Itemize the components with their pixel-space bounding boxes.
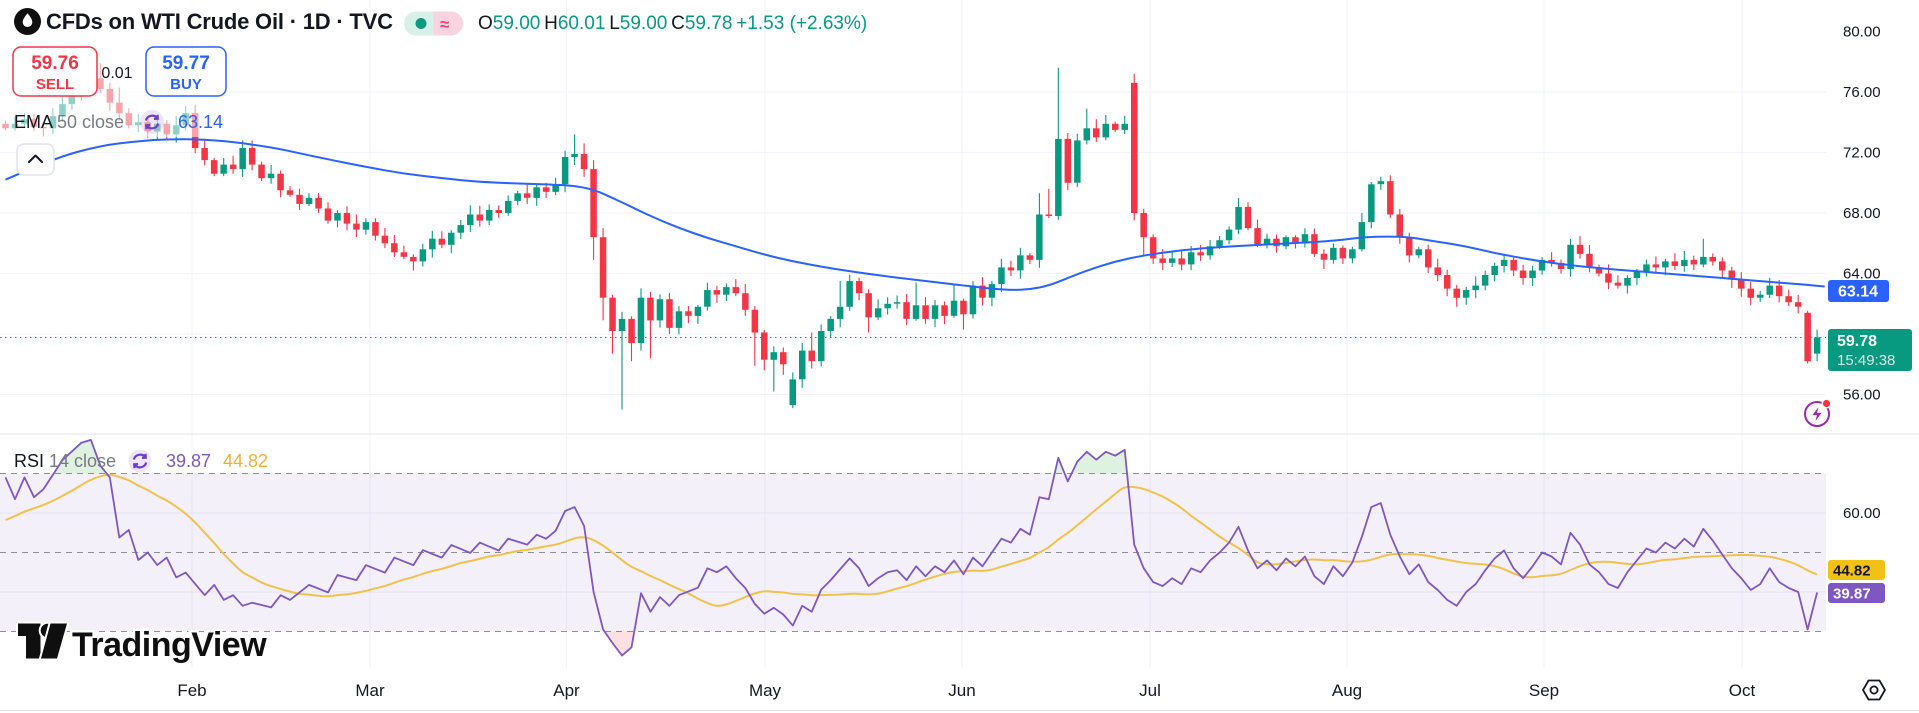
- svg-text:O59.00 H60.01 L59.00 C59.78 +1: O59.00 H60.01 L59.00 C59.78 +1.53 (+2.63…: [478, 13, 867, 34]
- svg-text:56.00: 56.00: [1843, 387, 1881, 404]
- svg-text:Apr: Apr: [553, 681, 580, 700]
- svg-text:Jul: Jul: [1139, 681, 1161, 700]
- svg-text:≈: ≈: [440, 15, 449, 34]
- svg-text:EMA 50 close: EMA 50 close: [14, 112, 124, 132]
- svg-text:59.76: 59.76: [31, 53, 79, 74]
- svg-text:SELL: SELL: [36, 76, 74, 93]
- svg-text:Mar: Mar: [355, 681, 385, 700]
- svg-text:39.87: 39.87: [166, 451, 211, 471]
- svg-text:RSI 14 close: RSI 14 close: [14, 451, 116, 471]
- svg-text:TradingView: TradingView: [72, 626, 267, 664]
- svg-text:44.82: 44.82: [1833, 563, 1871, 580]
- svg-text:CFDs on WTI Crude Oil · 1D · T: CFDs on WTI Crude Oil · 1D · TVC: [46, 9, 393, 34]
- svg-text:72.00: 72.00: [1843, 145, 1881, 162]
- svg-text:76.00: 76.00: [1843, 84, 1881, 101]
- svg-text:64.00: 64.00: [1843, 266, 1881, 283]
- svg-text:Feb: Feb: [177, 681, 206, 700]
- svg-text:60.00: 60.00: [1843, 505, 1881, 522]
- svg-text:63.14: 63.14: [1838, 284, 1878, 301]
- svg-text:0.01: 0.01: [101, 65, 132, 82]
- svg-text:BUY: BUY: [170, 76, 202, 93]
- svg-text:59.77: 59.77: [162, 53, 210, 74]
- svg-text:May: May: [749, 681, 782, 700]
- svg-text:Aug: Aug: [1332, 681, 1362, 700]
- svg-text:15:49:38: 15:49:38: [1837, 352, 1895, 369]
- svg-text:63.14: 63.14: [178, 112, 223, 132]
- svg-text:39.87: 39.87: [1833, 586, 1871, 603]
- svg-text:68.00: 68.00: [1843, 205, 1881, 222]
- svg-text:Sep: Sep: [1529, 681, 1559, 700]
- svg-text:44.82: 44.82: [223, 451, 268, 471]
- svg-text:80.00: 80.00: [1843, 24, 1881, 41]
- svg-text:59.78: 59.78: [1837, 333, 1877, 350]
- svg-text:Oct: Oct: [1729, 681, 1756, 700]
- svg-text:Jun: Jun: [948, 681, 975, 700]
